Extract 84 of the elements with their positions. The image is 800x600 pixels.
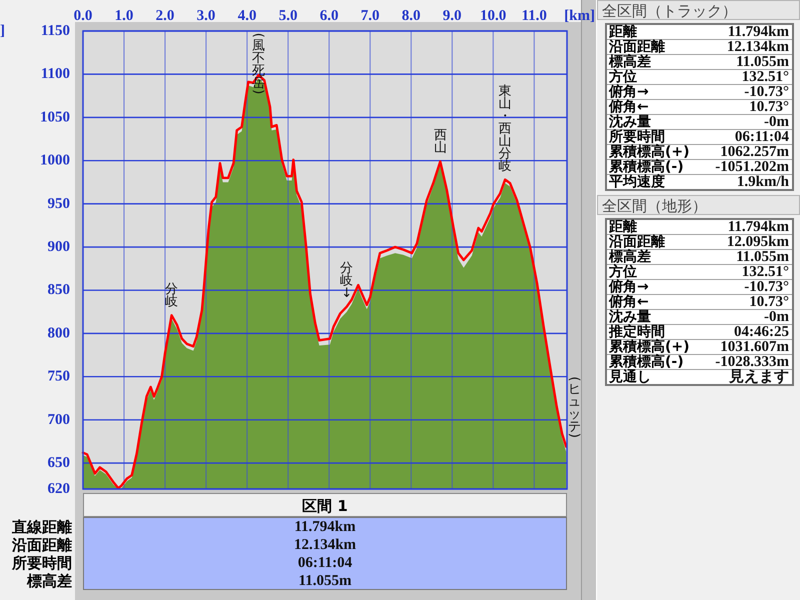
text: 全区間（トラック） bbox=[597, 0, 800, 20]
text: 累積標高(+) bbox=[606, 339, 702, 355]
text: 沿面距離 bbox=[606, 39, 702, 55]
text: 標高差 bbox=[606, 249, 702, 265]
annotation: 西山 bbox=[434, 128, 447, 156]
x-tick-label: 10.0 bbox=[480, 8, 506, 24]
text: 11.055m bbox=[702, 54, 793, 70]
text: -0m bbox=[702, 114, 793, 130]
text: 10.73° bbox=[702, 294, 793, 310]
text: 所要時間 bbox=[606, 129, 702, 145]
y-tick-label: 750 bbox=[48, 368, 70, 385]
text: -1051.202m bbox=[702, 159, 793, 175]
x-tick-label: 0.0 bbox=[74, 8, 92, 24]
text: 方位 bbox=[606, 69, 702, 85]
text: 推定時間 bbox=[606, 324, 702, 340]
x-tick-label: 3.0 bbox=[196, 8, 216, 24]
text: 06:11:04 bbox=[296, 554, 354, 572]
x-tick-label: 7.0 bbox=[360, 8, 380, 24]
text: 12.134km bbox=[702, 39, 793, 55]
text: 12.134km bbox=[292, 536, 358, 554]
text: 10.73° bbox=[702, 99, 793, 115]
text: 俯角← bbox=[606, 294, 702, 310]
x-tick-label: 2.0 bbox=[156, 8, 174, 24]
y-tick-label: 800 bbox=[48, 325, 70, 342]
text: 全区間（地形） bbox=[597, 195, 800, 215]
text: 11.794km bbox=[702, 219, 793, 235]
y-tick-label: 650 bbox=[48, 455, 70, 472]
text: 平均速度 bbox=[606, 174, 702, 190]
y-tick-label: 1100 bbox=[40, 66, 70, 82]
x-tick-label: 4.0 bbox=[238, 8, 256, 24]
text: 俯角← bbox=[606, 99, 702, 115]
x-tick-label: 6.0 bbox=[320, 8, 338, 24]
text: 沈み量 bbox=[606, 114, 702, 130]
y-tick-label: 1150 bbox=[40, 23, 70, 39]
text: 11.055m bbox=[702, 249, 793, 265]
x-axis-title: [km] bbox=[564, 8, 595, 24]
text: -1028.333m bbox=[702, 354, 793, 370]
y-tick-label: 620 bbox=[48, 481, 70, 497]
text: 直線距離 bbox=[11, 518, 72, 536]
text: 11.794km bbox=[702, 24, 793, 40]
text: 04:46:25 bbox=[702, 324, 793, 340]
text: 所要時間 bbox=[10, 554, 72, 572]
text: 区間 1 bbox=[83, 493, 567, 517]
text: 累積標高(-) bbox=[606, 354, 702, 370]
text: -0m bbox=[702, 309, 793, 325]
y-tick-label: 850 bbox=[48, 282, 70, 298]
text: 1031.607m bbox=[702, 339, 793, 355]
text: 132.51° bbox=[702, 264, 793, 280]
y-tick-label: 1050 bbox=[40, 109, 70, 126]
text: 1062.257m bbox=[702, 144, 793, 160]
x-tick-label: 5.0 bbox=[278, 8, 298, 24]
y-tick-label: 1000 bbox=[40, 152, 70, 169]
text: 132.51° bbox=[702, 69, 793, 85]
text: 12.095km bbox=[702, 234, 793, 250]
text: -10.73° bbox=[702, 84, 793, 100]
text: 沿面距離 bbox=[606, 234, 702, 250]
y-tick-label: 950 bbox=[48, 196, 70, 212]
x-tick-label: 1.0 bbox=[114, 8, 134, 24]
text: 俯角→ bbox=[606, 279, 702, 295]
text: 標高差 bbox=[606, 54, 702, 70]
text: -10.73° bbox=[702, 279, 793, 295]
text: 1.9km/h bbox=[702, 174, 793, 190]
annotation: 東山・西山分岐 bbox=[498, 84, 512, 174]
y-tick-label: 900 bbox=[48, 239, 70, 256]
y-tick-label: 700 bbox=[48, 412, 70, 428]
text: 累積標高(+) bbox=[606, 144, 702, 160]
x-tick-label: 8.0 bbox=[402, 8, 421, 24]
text: 累積標高(-) bbox=[606, 159, 702, 175]
y-axis-title: ] bbox=[0, 23, 5, 39]
annotation: (ヒュッテ) bbox=[566, 376, 582, 438]
text: 沈み量 bbox=[606, 309, 702, 325]
text: 標高差 bbox=[26, 572, 72, 590]
x-tick-label: 11.0 bbox=[521, 8, 547, 24]
text: 見えます bbox=[702, 369, 793, 385]
text: 俯角→ bbox=[606, 84, 702, 100]
text: 見通し bbox=[606, 369, 702, 385]
text: 距離 bbox=[606, 219, 702, 235]
text: 沿面距離 bbox=[11, 536, 72, 554]
text: 方位 bbox=[606, 264, 702, 280]
text: 06:11:04 bbox=[702, 129, 793, 145]
x-tick-label: 9.0 bbox=[442, 8, 462, 24]
text: 11.794km bbox=[293, 518, 357, 536]
text: 距離 bbox=[606, 24, 702, 40]
text: 11.055m bbox=[298, 572, 352, 590]
